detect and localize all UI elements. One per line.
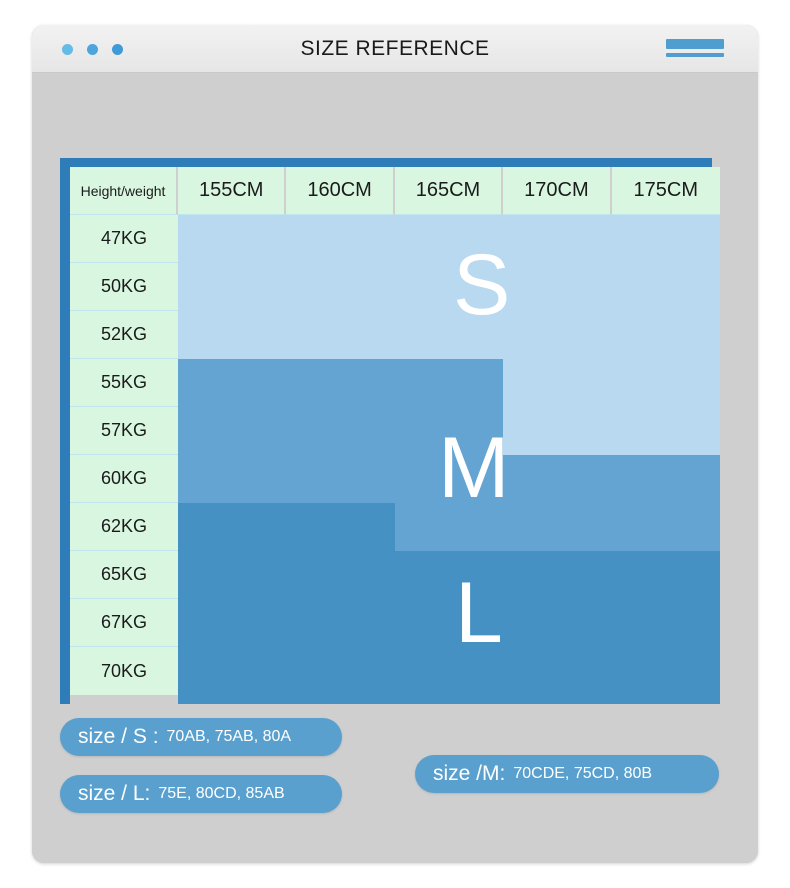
table-left-frame xyxy=(60,167,70,704)
row-label-57kg: 57KG xyxy=(70,407,178,455)
legend-pill-l-label: size / L: xyxy=(78,782,151,805)
header-corner-label: Height/weight xyxy=(70,167,178,215)
app-window: SIZE REFERENCE S M L xyxy=(32,25,758,863)
size-letter-s: S xyxy=(453,237,511,333)
row-label-47kg: 47KG xyxy=(70,215,178,263)
dot-3-icon[interactable] xyxy=(112,44,123,55)
legend-pill-m: size /M: 70CDE, 75CD, 80B xyxy=(415,755,719,793)
size-letter-l: L xyxy=(455,565,503,661)
size-letter-m: M xyxy=(438,420,510,516)
legend-pill-s-label: size / S : xyxy=(78,725,159,748)
size-grid: S M L Height/weight 155CM 160CM 165CM 17… xyxy=(70,167,720,704)
page-title: SIZE REFERENCE xyxy=(300,37,490,60)
row-label-60kg: 60KG xyxy=(70,455,178,503)
legend-pill-l: size / L: 75E, 80CD, 85AB xyxy=(60,775,342,813)
hamburger-icon[interactable] xyxy=(666,39,724,57)
size-chart: S M L Height/weight 155CM 160CM 165CM 17… xyxy=(60,167,720,704)
row-label-67kg: 67KG xyxy=(70,599,178,647)
row-label-65kg: 65KG xyxy=(70,551,178,599)
legend-pill-s-values: 70AB, 75AB, 80A xyxy=(166,728,292,745)
row-label-70kg: 70KG xyxy=(70,647,178,695)
header-col-175cm: 175CM xyxy=(611,167,720,215)
row-label-50kg: 50KG xyxy=(70,263,178,311)
window-controls[interactable] xyxy=(62,44,123,55)
legend-pill-l-values: 75E, 80CD, 85AB xyxy=(158,785,285,802)
header-col-155cm: 155CM xyxy=(178,167,287,215)
window-body: S M L Height/weight 155CM 160CM 165CM 17… xyxy=(32,73,758,863)
region-m-step1 xyxy=(178,359,503,455)
row-label-62kg: 62KG xyxy=(70,503,178,551)
table-header-row: Height/weight 155CM 160CM 165CM 170CM 17… xyxy=(70,167,720,215)
legend-pill-m-label: size /M: xyxy=(433,762,506,785)
header-col-160cm: 160CM xyxy=(286,167,395,215)
dot-2-icon[interactable] xyxy=(87,44,98,55)
header-col-170cm: 170CM xyxy=(503,167,612,215)
row-label-55kg: 55KG xyxy=(70,359,178,407)
weight-row-labels: 47KG 50KG 52KG 55KG 57KG 60KG 62KG 65KG … xyxy=(70,215,178,695)
title-bar: SIZE REFERENCE xyxy=(32,25,758,73)
legend-pill-m-values: 70CDE, 75CD, 80B xyxy=(513,765,653,782)
legend-pill-s: size / S : 70AB, 75AB, 80A xyxy=(60,718,342,756)
region-l-step2 xyxy=(178,551,720,704)
hamburger-bar-top xyxy=(666,39,724,49)
hamburger-bar-bottom xyxy=(666,53,724,57)
table-top-accent xyxy=(60,158,712,167)
header-col-165cm: 165CM xyxy=(394,167,504,215)
row-label-52kg: 52KG xyxy=(70,311,178,359)
dot-1-icon[interactable] xyxy=(62,44,73,55)
